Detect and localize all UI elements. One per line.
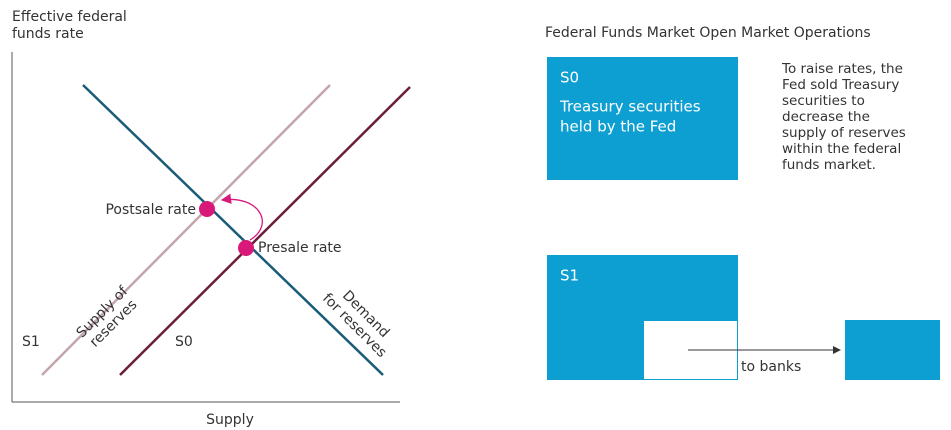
banks-box xyxy=(845,320,940,380)
description-line: To raise rates, the xyxy=(781,61,903,77)
s1-box-label: S1 xyxy=(560,267,579,285)
description-line: funds market. xyxy=(782,157,876,173)
label-line: Effective federal xyxy=(12,9,127,25)
s0-box-label: S0 xyxy=(560,69,579,87)
s1-label: S1 xyxy=(22,334,40,350)
s1-line xyxy=(41,84,331,376)
description-line: decrease the xyxy=(782,109,870,125)
description: To raise rates, the Fed sold Treasury se… xyxy=(781,61,906,173)
s0-box-text: held by the Fed xyxy=(560,118,676,136)
panel-title: Federal Funds Market Open Market Operati… xyxy=(545,25,871,41)
description-line: supply of reserves xyxy=(782,125,906,141)
demand-label: Demand for reserves xyxy=(319,288,392,361)
s0-box xyxy=(547,57,738,180)
shift-arrow xyxy=(220,193,263,241)
presale-point xyxy=(238,240,254,256)
s0-label: S0 xyxy=(175,334,193,350)
y-axis-label: Effective federal funds rate xyxy=(12,9,127,42)
demand-line xyxy=(82,84,384,376)
description-line: securities to xyxy=(782,93,865,109)
description-line: within the federal xyxy=(782,141,901,157)
supply-label: Supply of reserves xyxy=(73,283,140,351)
postsale-label: Postsale rate xyxy=(105,202,196,218)
label-line: funds rate xyxy=(12,26,84,42)
s0-box-text: Treasury securities xyxy=(559,98,701,116)
postsale-point xyxy=(199,201,215,217)
presale-label: Presale rate xyxy=(258,240,342,256)
x-axis-label: Supply xyxy=(206,412,254,428)
s0-line xyxy=(119,86,411,376)
description-line: Fed sold Treasury xyxy=(782,77,899,93)
arrow-label: to banks xyxy=(741,359,801,375)
